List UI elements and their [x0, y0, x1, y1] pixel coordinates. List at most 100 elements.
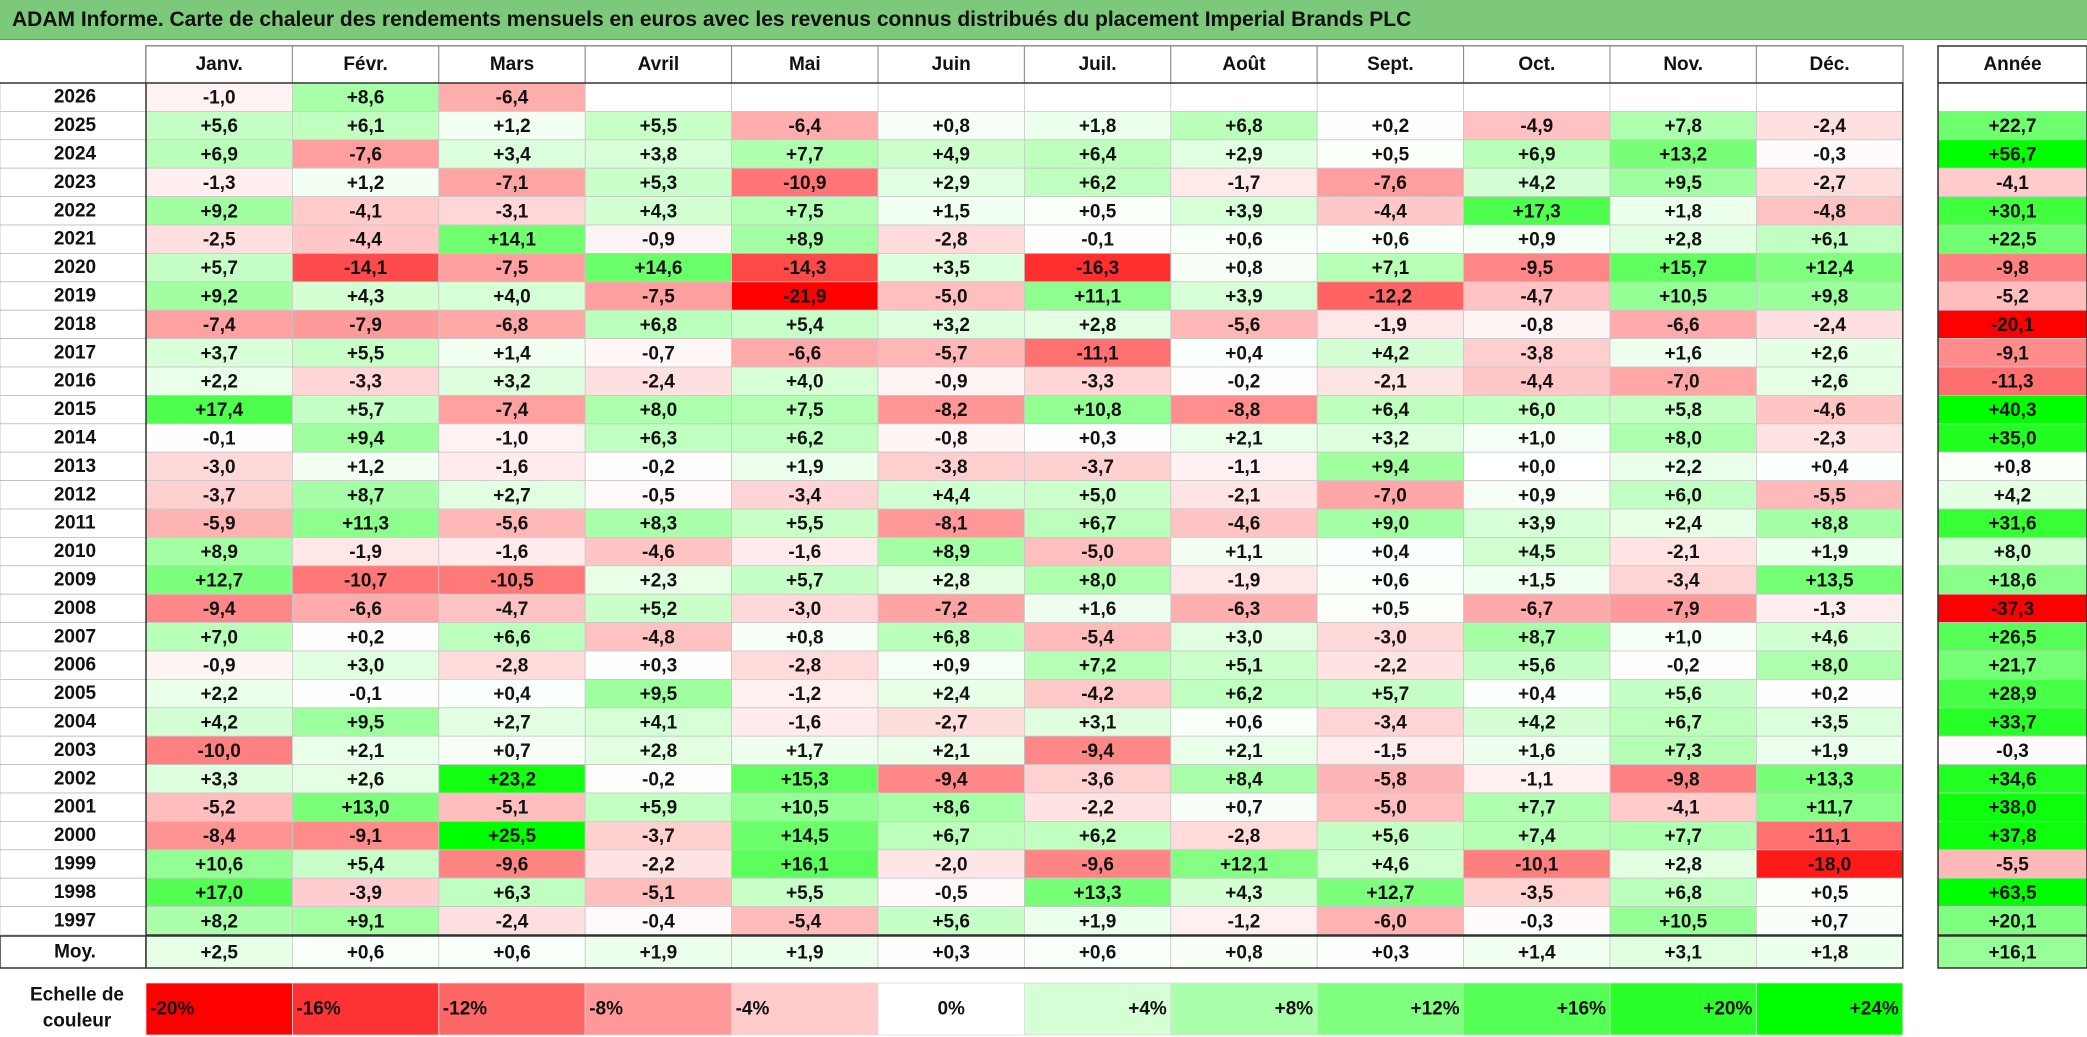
month-header-label: Nov. [1663, 54, 1703, 75]
heatmap-cell-value: +3,9 [1225, 287, 1263, 308]
heatmap-cell-value: -1,1 [1520, 769, 1553, 790]
heatmap-cell-value: +3,2 [1372, 429, 1410, 450]
heatmap-cell [1316, 281, 1464, 311]
heatmap-cell [145, 565, 293, 595]
heatmap-cell [438, 281, 586, 311]
heatmap-cell-value: -10,7 [344, 571, 387, 592]
heatmap-cell-value: -0,2 [642, 457, 675, 478]
heatmap-cell [584, 309, 733, 340]
heatmap-cell-value: -9,8 [1667, 769, 1700, 790]
heatmap-cell [1316, 394, 1464, 425]
year-label: 2015 [54, 399, 97, 420]
heatmap-cell-value: -2,2 [1374, 656, 1407, 677]
annual-cell [1937, 707, 2087, 737]
heatmap-cell-value: +5,6 [1664, 684, 1702, 705]
heatmap-cell-value: +4,1 [640, 713, 678, 734]
month-header-cell [1023, 45, 1172, 84]
heatmap-cell [584, 593, 733, 624]
heatmap-cell [145, 451, 293, 482]
heatmap-cell [1024, 707, 1172, 737]
heatmap-cell-value: -1,0 [203, 88, 236, 109]
annual-cell-value: +26,5 [1988, 627, 2037, 648]
heatmap-cell [731, 366, 879, 396]
heatmap-cell-value: +8,9 [200, 542, 238, 563]
heatmap-cell [1170, 252, 1318, 283]
heatmap-cell-value: -2,4 [496, 911, 529, 932]
heatmap-cell [145, 593, 293, 624]
heatmap-cell-value: -0,4 [642, 911, 675, 932]
year-label: 2004 [54, 712, 97, 733]
heatmap-cell [1463, 224, 1611, 254]
scale-swatch-label: -12% [443, 999, 487, 1020]
average-cell-value: +1,4 [1518, 943, 1556, 964]
heatmap-cell [1756, 565, 1904, 595]
heatmap-cell [291, 877, 440, 908]
heatmap-cell-value: +10,5 [781, 798, 830, 819]
scale-label-line-1: Echelle de [30, 985, 124, 1006]
heatmap-cell-value: +5,7 [200, 258, 238, 279]
annual-cell [1937, 252, 2087, 283]
heatmap-cell-value: -5,8 [1374, 769, 1407, 790]
heatmap-cell-value: -7,0 [1374, 485, 1407, 506]
annual-cell-value: +22,5 [1988, 230, 2037, 251]
heatmap-cell-value: +4,0 [493, 287, 531, 308]
heatmap-cell-value: -4,6 [642, 542, 675, 563]
heatmap-cell-value: -5,5 [1813, 485, 1846, 506]
heatmap-cell-value: +7,8 [1664, 116, 1702, 137]
heatmap-cell [1170, 650, 1318, 680]
heatmap-cell-value: -6,4 [496, 88, 529, 109]
heatmap-cell [1316, 764, 1464, 794]
heatmap-cell [877, 423, 1025, 453]
year-label-cell [0, 423, 147, 453]
heatmap-cell-value: +25,5 [488, 826, 537, 847]
average-cell [1170, 935, 1318, 969]
heatmap-cell [1756, 252, 1904, 283]
heatmap-cell [1463, 480, 1611, 510]
heatmap-cell-value: +2,4 [1664, 514, 1702, 535]
heatmap-cell-value: -16,3 [1076, 258, 1119, 279]
heatmap-cell [1756, 849, 1904, 879]
heatmap-cell-value: -3,1 [496, 201, 529, 222]
heatmap-cell-value: -14,3 [783, 258, 826, 279]
heatmap-cell [1024, 366, 1172, 396]
heatmap-cell [1316, 821, 1464, 851]
annual-cell [1937, 622, 2087, 652]
heatmap-cell-value: -2,2 [1081, 798, 1114, 819]
annual-cell-value: +28,9 [1988, 684, 2036, 705]
heatmap-cell-value: -7,1 [496, 173, 529, 194]
heatmap-cell [1170, 508, 1318, 538]
heatmap-cell-value: -9,6 [496, 855, 529, 876]
annual-cell-value: -11,3 [1991, 372, 2033, 393]
heatmap-cell [1024, 167, 1172, 197]
heatmap-cell-value: +8,0 [640, 400, 678, 421]
annual-cell-value: +31,6 [1988, 514, 2036, 535]
heatmap-cell-value: +1,8 [1664, 201, 1702, 222]
heatmap-cell-value: -4,7 [1520, 287, 1553, 308]
heatmap-cell-value: +2,9 [1225, 145, 1263, 166]
heatmap-cell-value: +1,6 [1079, 599, 1117, 620]
heatmap-cell-value: +2,6 [1811, 372, 1849, 393]
annual-cell [1937, 139, 2087, 169]
heatmap-cell [438, 707, 586, 737]
heatmap-cell-value: +9,4 [347, 429, 385, 450]
year-label-cell [0, 252, 147, 283]
average-cell [1756, 935, 1904, 969]
heatmap-cell [1463, 565, 1611, 595]
heatmap-cell [1609, 167, 1757, 197]
heatmap-cell-value: +8,9 [786, 230, 824, 251]
heatmap-cell [584, 537, 733, 567]
heatmap-cell-value: -4,9 [1520, 116, 1553, 137]
heatmap-cell [877, 537, 1025, 567]
heatmap-cell [438, 877, 586, 908]
year-label: 2017 [54, 342, 96, 363]
heatmap-cell-value: +4,2 [200, 713, 238, 734]
heatmap-cell-value: -0,9 [203, 656, 236, 677]
heatmap-cell-value: +0,5 [1079, 201, 1117, 222]
heatmap-cell-value: +5,6 [1518, 656, 1556, 677]
year-label: 2005 [54, 683, 97, 704]
heatmap-cell [877, 877, 1025, 908]
average-cell [1024, 935, 1172, 969]
annual-cell [1937, 111, 2087, 141]
heatmap-cell-value: +0,5 [1372, 145, 1410, 166]
heatmap-cell-value: +3,1 [1079, 713, 1117, 734]
